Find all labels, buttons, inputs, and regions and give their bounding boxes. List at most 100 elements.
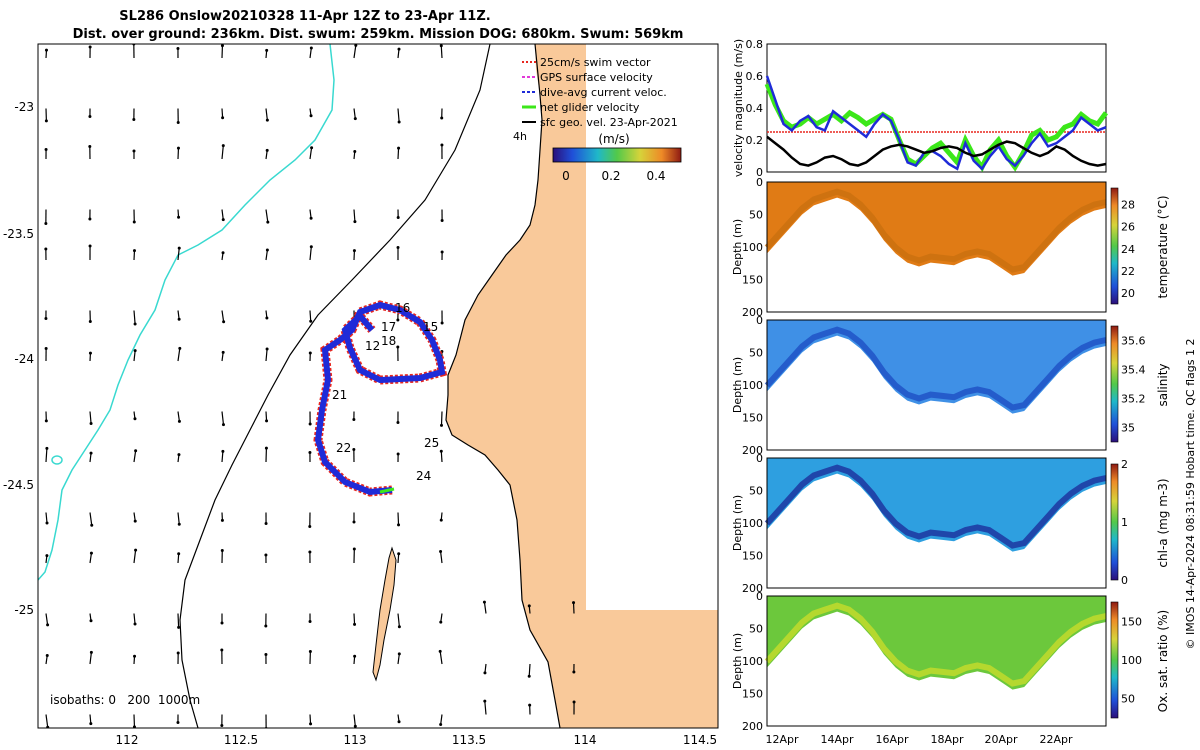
- y-tick-label: 0.8: [746, 38, 764, 51]
- colorbar-tick: 0.2: [601, 169, 620, 183]
- vector-arrow-head: [44, 221, 48, 225]
- vector-arrow-head: [397, 146, 401, 150]
- velocity-panel: 0.8 0.6 0.4 0.2 0 velocity magnitude (m/…: [732, 38, 1109, 179]
- vector-arrow: [309, 47, 312, 59]
- vector-arrow-head: [440, 218, 444, 222]
- colorbar-tick: 0: [562, 169, 570, 183]
- vector-arrow-head: [265, 118, 269, 122]
- vector-arrow: [397, 553, 400, 564]
- vector-arrow-head: [265, 347, 269, 351]
- vector-arrow: [133, 310, 136, 325]
- vector-arrow: [45, 613, 49, 625]
- vector-arrow-head: [88, 145, 92, 149]
- vector-arrow-head: [439, 449, 443, 453]
- vector-arrow: [89, 512, 93, 526]
- vector-arrow: [440, 45, 443, 59]
- section-bottom-band: [764, 188, 1107, 273]
- vector-arrow: [439, 651, 443, 665]
- vector-arrow-head: [396, 318, 400, 322]
- section-field: [767, 458, 1106, 552]
- vector-arrow-head: [89, 451, 93, 455]
- colorbar-tick-label: 1: [1121, 516, 1128, 529]
- vector-arrow-head: [264, 653, 268, 657]
- dive-current-track: [314, 301, 446, 496]
- vector-arrow: [221, 108, 224, 118]
- vector-arrow-head: [265, 316, 269, 320]
- depth-tick-label: 50: [749, 347, 763, 360]
- vector-arrow-head: [89, 619, 93, 623]
- vector-arrow-head: [133, 349, 137, 353]
- depth-tick-label: 50: [749, 485, 763, 498]
- vector-arrow: [89, 411, 92, 424]
- section-bottom-band: [764, 464, 1107, 549]
- vector-arrow-head: [177, 246, 181, 250]
- vector-arrow-head: [354, 44, 358, 47]
- credit-text: © IMOS 14-Apr-2024 08:31:59 Hobart time.…: [1184, 339, 1197, 650]
- vector-arrow: [177, 512, 180, 525]
- legend-item: sfc geo. vel. 23-Apr-2021: [522, 116, 678, 129]
- vector-arrow: [133, 450, 137, 463]
- vector-arrow-head: [88, 351, 92, 355]
- vector-arrow-head: [89, 722, 93, 726]
- vector-arrow: [397, 108, 400, 123]
- vector-arrow-head: [309, 216, 313, 220]
- vector-arrow-head: [177, 453, 181, 457]
- lon-tick-label: 114.5: [683, 733, 717, 747]
- title-line-1: SL286 Onslow20210328 11-Apr 12Z to 23-Ap…: [119, 9, 490, 24]
- vector-arrow-head: [308, 451, 312, 455]
- vector-arrow-head: [439, 723, 443, 727]
- vector-arrow: [89, 714, 92, 724]
- vector-arrow-head: [438, 649, 442, 653]
- day-label: 24: [416, 469, 431, 483]
- day-label: 17: [381, 320, 396, 334]
- legend-tag: 4h: [513, 130, 527, 143]
- lon-tick-label: 112: [116, 733, 139, 747]
- colorbar-tick-label: 20: [1121, 287, 1135, 300]
- vector-arrow-head: [265, 148, 269, 152]
- legend-label: GPS surface velocity: [540, 71, 653, 84]
- vector-arrow: [45, 714, 49, 728]
- vector-arrow-head: [265, 48, 269, 52]
- vector-arrow-head: [439, 620, 443, 624]
- vector-arrow-head: [134, 548, 138, 552]
- time-tick-label: 22Apr: [1039, 733, 1073, 746]
- colorbar-tick-label: 26: [1121, 221, 1135, 234]
- vector-arrow-head: [88, 244, 92, 248]
- vector-arrow-head: [397, 523, 401, 527]
- colorbar-tick-label: 22: [1121, 265, 1135, 278]
- vector-arrow-head: [45, 653, 49, 657]
- map-axis-ticks: 112 112.5 113 113.5 114 114.5 -23 -23.5 …: [3, 100, 717, 747]
- vector-arrow-head: [177, 522, 181, 526]
- vector-arrow: [265, 209, 269, 223]
- vector-arrow: [309, 147, 313, 160]
- isobath-200m: [179, 44, 491, 728]
- vector-arrow-head: [309, 245, 313, 249]
- vector-arrow: [177, 411, 181, 422]
- time-axis: 12Apr 14Apr 16Apr 18Apr 20Apr 22Apr: [765, 733, 1073, 746]
- vector-arrow-head: [46, 623, 50, 627]
- title-line-2: Dist. over ground: 236km. Dist. swum: 25…: [73, 27, 684, 42]
- vector-arrow-head: [176, 720, 180, 724]
- vector-arrow: [309, 714, 312, 724]
- section-frame: [766, 319, 1107, 451]
- section-panel: 0 50 100 150 200 Depth (m) 35 35.2 35.4 35.6 salin…: [731, 314, 1170, 457]
- vector-arrow-head: [397, 120, 401, 124]
- vector-arrow: [221, 209, 224, 220]
- depth-tick-label: 200: [742, 720, 763, 733]
- vector-arrow-head: [397, 720, 401, 724]
- depth-tick-label: 150: [742, 412, 763, 425]
- vector-arrow-head: [132, 149, 136, 153]
- vector-arrow-head: [45, 554, 49, 558]
- vector-arrow-head: [440, 321, 444, 325]
- vector-arrow-head: [572, 700, 576, 704]
- vector-arrow-head: [220, 549, 224, 553]
- vector-arrow: [89, 553, 93, 564]
- day-label: 22: [336, 441, 351, 455]
- vector-arrow: [309, 246, 312, 261]
- legend-item: GPS surface velocity: [522, 71, 653, 84]
- vector-arrow-head: [264, 446, 268, 450]
- vector-arrow-head: [308, 524, 312, 528]
- colorbar-tick-label: 28: [1121, 199, 1135, 212]
- map-panel: 15 16 17 18 12 21 22 24 25 112 112.5 113…: [3, 43, 719, 747]
